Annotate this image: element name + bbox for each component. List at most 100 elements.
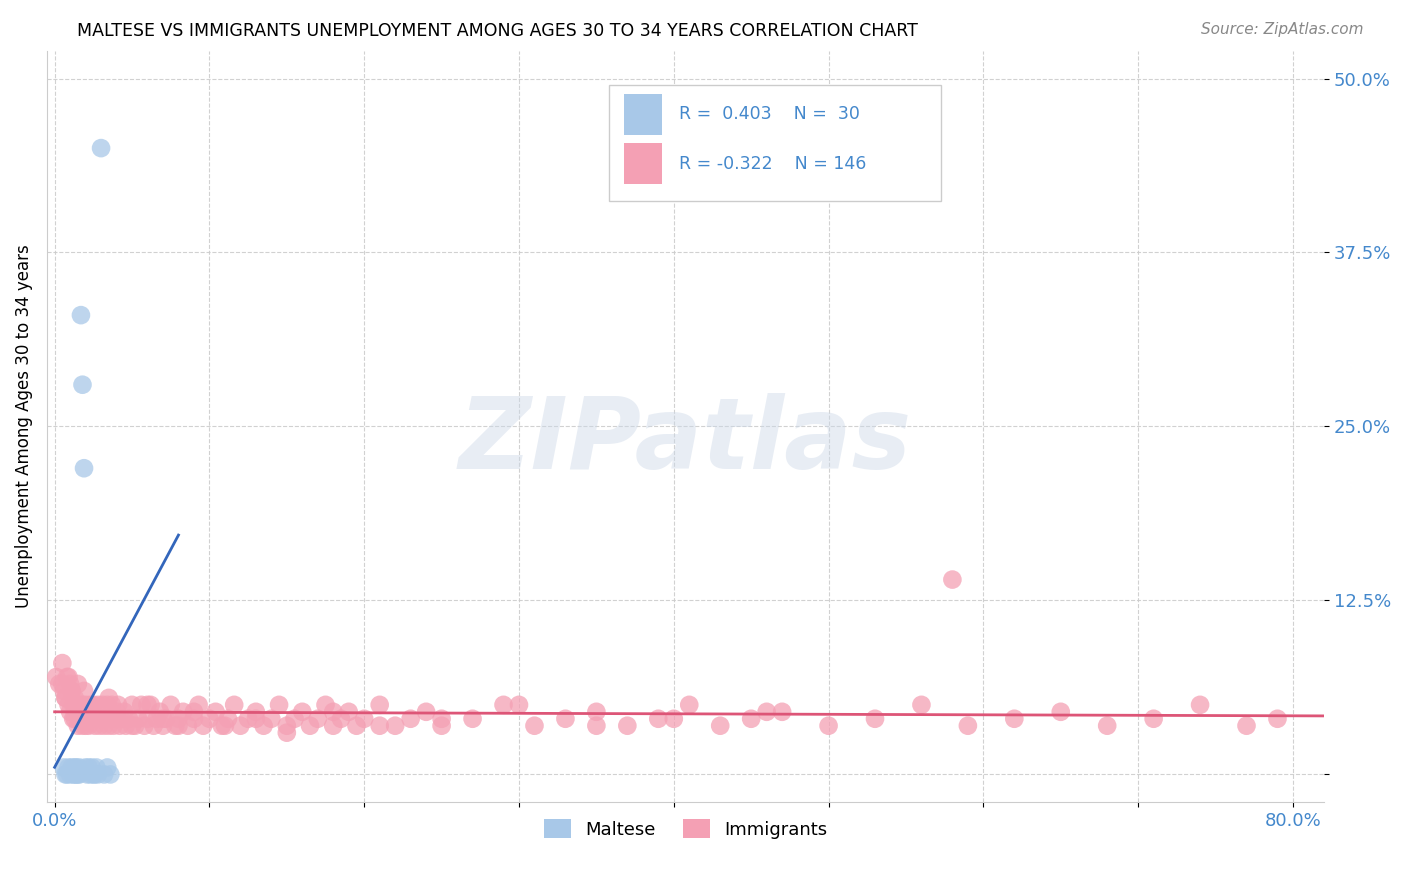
Point xyxy=(93,767,115,781)
Point xyxy=(59,677,82,691)
Point xyxy=(63,698,86,712)
Point xyxy=(63,712,86,726)
Point xyxy=(65,698,87,712)
Point xyxy=(131,698,153,712)
Point xyxy=(97,690,120,705)
Point xyxy=(245,712,267,726)
Point xyxy=(86,760,108,774)
Point xyxy=(337,705,360,719)
Point xyxy=(121,719,143,733)
Point xyxy=(709,719,731,733)
Point xyxy=(66,677,89,691)
Point xyxy=(82,698,104,712)
Point xyxy=(80,712,103,726)
Point xyxy=(134,719,156,733)
Point xyxy=(62,712,84,726)
Point xyxy=(139,698,162,712)
Point xyxy=(315,698,337,712)
FancyBboxPatch shape xyxy=(609,85,941,201)
Point xyxy=(114,719,136,733)
Point xyxy=(67,760,90,774)
Point xyxy=(276,719,298,733)
Point xyxy=(229,719,252,733)
Point xyxy=(63,767,86,781)
Point xyxy=(211,719,233,733)
Point xyxy=(65,767,87,781)
Point xyxy=(384,719,406,733)
Point xyxy=(245,705,267,719)
Point xyxy=(98,767,121,781)
Point xyxy=(51,677,73,691)
Point xyxy=(307,712,329,726)
Point xyxy=(70,705,93,719)
Point xyxy=(48,677,70,691)
Point xyxy=(56,767,79,781)
Text: Source: ZipAtlas.com: Source: ZipAtlas.com xyxy=(1201,22,1364,37)
Point xyxy=(346,719,368,733)
Legend: Maltese, Immigrants: Maltese, Immigrants xyxy=(536,812,834,846)
Point xyxy=(299,719,322,733)
Point xyxy=(183,705,205,719)
Point xyxy=(368,719,391,733)
Point xyxy=(83,767,105,781)
Point xyxy=(55,690,77,705)
Point xyxy=(83,719,105,733)
Point xyxy=(330,712,353,726)
Point xyxy=(647,712,669,726)
Point xyxy=(177,719,200,733)
Text: ZIPatlas: ZIPatlas xyxy=(458,393,912,490)
Point xyxy=(59,705,82,719)
Point xyxy=(72,377,94,392)
Point xyxy=(267,698,290,712)
Point xyxy=(58,760,80,774)
Point xyxy=(87,698,110,712)
Point xyxy=(90,141,112,155)
FancyBboxPatch shape xyxy=(624,94,662,135)
Point xyxy=(89,719,111,733)
Point xyxy=(79,767,101,781)
Point xyxy=(76,767,98,781)
Point xyxy=(101,698,124,712)
Point xyxy=(86,712,108,726)
Point xyxy=(66,719,89,733)
Point xyxy=(415,705,437,719)
Point xyxy=(72,719,94,733)
Point xyxy=(51,656,73,670)
Text: R = -0.322    N = 146: R = -0.322 N = 146 xyxy=(679,155,866,173)
Point xyxy=(172,705,194,719)
Point xyxy=(59,767,82,781)
Point xyxy=(217,712,239,726)
Point xyxy=(45,670,67,684)
Point xyxy=(72,698,94,712)
Point xyxy=(75,698,97,712)
Point xyxy=(118,712,141,726)
Point xyxy=(77,760,100,774)
Point xyxy=(276,725,298,739)
Point xyxy=(73,712,96,726)
Point xyxy=(70,308,93,322)
Point xyxy=(65,760,87,774)
Point xyxy=(1095,719,1118,733)
Point xyxy=(941,573,963,587)
Point xyxy=(96,698,118,712)
Point xyxy=(585,705,607,719)
Point xyxy=(105,712,128,726)
Point xyxy=(90,712,112,726)
Point xyxy=(198,712,221,726)
Point xyxy=(956,719,979,733)
Point xyxy=(187,698,209,712)
Point xyxy=(60,684,83,698)
Point xyxy=(283,712,305,726)
Point xyxy=(1049,705,1071,719)
Point xyxy=(353,712,375,726)
Point xyxy=(430,712,453,726)
Point xyxy=(863,712,886,726)
Point xyxy=(204,705,226,719)
Point xyxy=(167,719,190,733)
Point xyxy=(62,767,84,781)
Point xyxy=(678,698,700,712)
Point xyxy=(52,760,75,774)
Point xyxy=(105,705,128,719)
Point xyxy=(67,698,90,712)
Point xyxy=(77,719,100,733)
